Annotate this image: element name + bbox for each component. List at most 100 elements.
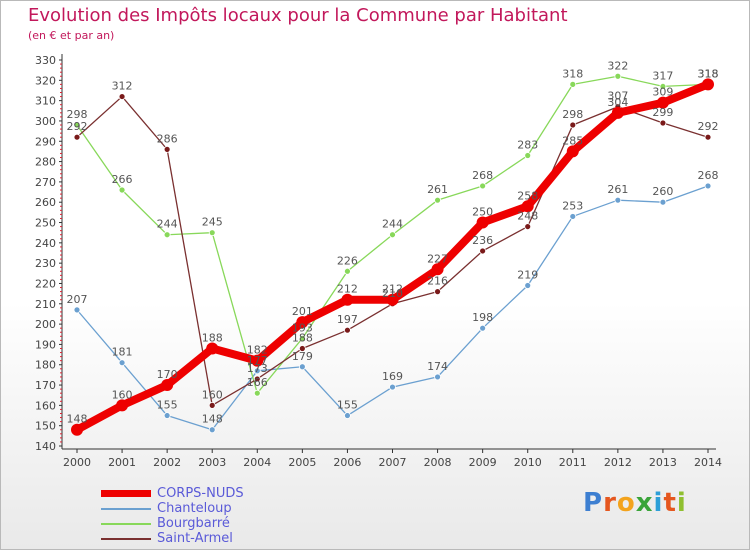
legend-swatch bbox=[101, 537, 151, 540]
y-tick-label: 230 bbox=[35, 257, 56, 270]
data-point-bourgbarr- bbox=[298, 334, 306, 342]
data-point-bourgbarr- bbox=[614, 72, 622, 80]
data-label-saint-armel: 299 bbox=[652, 106, 673, 119]
data-point-bourgbarr- bbox=[524, 152, 532, 159]
x-tick-label: 2014 bbox=[694, 456, 722, 469]
x-tick-label: 2011 bbox=[559, 456, 587, 469]
x-tick-label: 2001 bbox=[108, 456, 136, 469]
y-tick-label: 330 bbox=[35, 54, 56, 67]
data-point-bourgbarr- bbox=[208, 229, 216, 237]
data-label-bourgbarr-: 244 bbox=[382, 218, 403, 231]
data-point-bourgbarr- bbox=[344, 267, 351, 275]
legend-item-bourgbarr-: Bourgbarré bbox=[101, 516, 244, 531]
data-point-corps-nuds bbox=[116, 399, 129, 412]
data-point-chanteloup bbox=[569, 213, 577, 220]
y-tick-label: 300 bbox=[35, 115, 56, 128]
data-point-bourgbarr- bbox=[569, 80, 577, 88]
logo-letter: o bbox=[616, 488, 636, 518]
data-label-bourgbarr-: 245 bbox=[202, 216, 223, 229]
y-tick-label: 140 bbox=[35, 440, 56, 453]
data-label-corps-nuds: 182 bbox=[247, 344, 268, 357]
data-point-saint-armel bbox=[208, 401, 216, 409]
data-label-bourgbarr-: 317 bbox=[652, 69, 673, 82]
data-point-saint-armel bbox=[253, 375, 261, 383]
data-label-chanteloup: 219 bbox=[517, 269, 538, 282]
data-label-bourgbarr-: 318 bbox=[698, 67, 719, 80]
data-label-bourgbarr-: 268 bbox=[472, 169, 493, 182]
legend-item-corps-nuds: CORPS-NUDS bbox=[101, 486, 244, 501]
data-point-bourgbarr- bbox=[253, 389, 261, 397]
data-label-saint-armel: 248 bbox=[517, 210, 538, 223]
x-tick-label: 2005 bbox=[288, 456, 316, 469]
data-point-corps-nuds bbox=[341, 293, 354, 306]
data-label-bourgbarr-: 266 bbox=[112, 173, 133, 186]
data-label-corps-nuds: 304 bbox=[607, 96, 628, 109]
data-point-chanteloup bbox=[659, 198, 667, 206]
data-point-bourgbarr- bbox=[434, 196, 441, 204]
data-label-bourgbarr-: 298 bbox=[67, 108, 88, 121]
logo-letter: x bbox=[635, 488, 654, 518]
data-label-saint-armel: 173 bbox=[247, 362, 268, 375]
data-point-bourgbarr- bbox=[118, 186, 126, 194]
legend-label: CORPS-NUDS bbox=[157, 486, 244, 501]
data-label-chanteloup: 198 bbox=[472, 311, 493, 324]
data-label-saint-armel: 236 bbox=[472, 234, 493, 247]
x-tick-label: 2000 bbox=[63, 456, 91, 469]
x-tick-label: 2003 bbox=[198, 456, 226, 469]
x-tick-label: 2012 bbox=[604, 456, 632, 469]
y-tick-label: 270 bbox=[35, 176, 56, 189]
data-point-chanteloup bbox=[253, 367, 261, 375]
data-point-bourgbarr- bbox=[163, 231, 171, 239]
data-point-corps-nuds bbox=[476, 216, 489, 229]
data-label-corps-nuds: 201 bbox=[292, 305, 313, 318]
data-point-bourgbarr- bbox=[479, 182, 487, 190]
data-point-chanteloup bbox=[479, 324, 487, 332]
data-label-chanteloup: 177 bbox=[247, 354, 268, 367]
data-label-chanteloup: 207 bbox=[67, 293, 88, 306]
x-tick-label: 2013 bbox=[649, 456, 677, 469]
data-label-corps-nuds: 318 bbox=[698, 67, 719, 80]
data-point-chanteloup bbox=[118, 359, 126, 367]
data-label-corps-nuds: 212 bbox=[382, 283, 403, 296]
x-tick-label: 2009 bbox=[469, 456, 497, 469]
data-label-corps-nuds: 258 bbox=[517, 189, 538, 202]
data-label-chanteloup: 155 bbox=[157, 399, 178, 412]
y-tick-label: 310 bbox=[35, 95, 56, 108]
data-point-corps-nuds bbox=[566, 145, 579, 158]
logo-letter: r bbox=[603, 488, 617, 518]
data-label-corps-nuds: 309 bbox=[652, 86, 673, 99]
data-label-bourgbarr-: 261 bbox=[427, 183, 448, 196]
data-point-saint-armel bbox=[524, 223, 532, 230]
legend-swatch bbox=[101, 522, 151, 525]
data-label-chanteloup: 169 bbox=[382, 370, 403, 383]
data-point-corps-nuds bbox=[702, 78, 714, 91]
data-point-corps-nuds bbox=[161, 379, 174, 392]
data-point-saint-armel bbox=[434, 288, 441, 296]
data-point-chanteloup bbox=[208, 426, 216, 434]
data-label-corps-nuds: 212 bbox=[337, 283, 358, 296]
data-label-saint-armel: 216 bbox=[427, 275, 448, 288]
data-label-saint-armel: 286 bbox=[157, 132, 178, 145]
data-point-bourgbarr- bbox=[73, 121, 81, 129]
data-point-bourgbarr- bbox=[389, 231, 396, 239]
data-point-corps-nuds bbox=[206, 342, 219, 355]
y-tick-label: 190 bbox=[35, 338, 56, 351]
data-point-saint-armel bbox=[163, 145, 171, 153]
data-point-chanteloup bbox=[298, 363, 306, 371]
chart-subtitle: (en € et par an) bbox=[28, 29, 115, 42]
data-point-bourgbarr- bbox=[659, 83, 667, 90]
logo-letter: t bbox=[663, 488, 677, 518]
legend-label: Bourgbarré bbox=[157, 516, 230, 531]
data-label-bourgbarr-: 193 bbox=[292, 321, 313, 334]
data-label-saint-armel: 292 bbox=[698, 120, 719, 133]
proxiti-logo: Proxiti bbox=[583, 488, 687, 518]
y-tick-label: 220 bbox=[35, 277, 56, 290]
y-tick-label: 200 bbox=[35, 318, 56, 331]
logo-letter: i bbox=[653, 488, 664, 518]
data-label-chanteloup: 181 bbox=[112, 346, 133, 359]
data-point-corps-nuds bbox=[386, 293, 399, 306]
y-tick-label: 320 bbox=[35, 74, 56, 87]
data-label-chanteloup: 155 bbox=[337, 399, 358, 412]
